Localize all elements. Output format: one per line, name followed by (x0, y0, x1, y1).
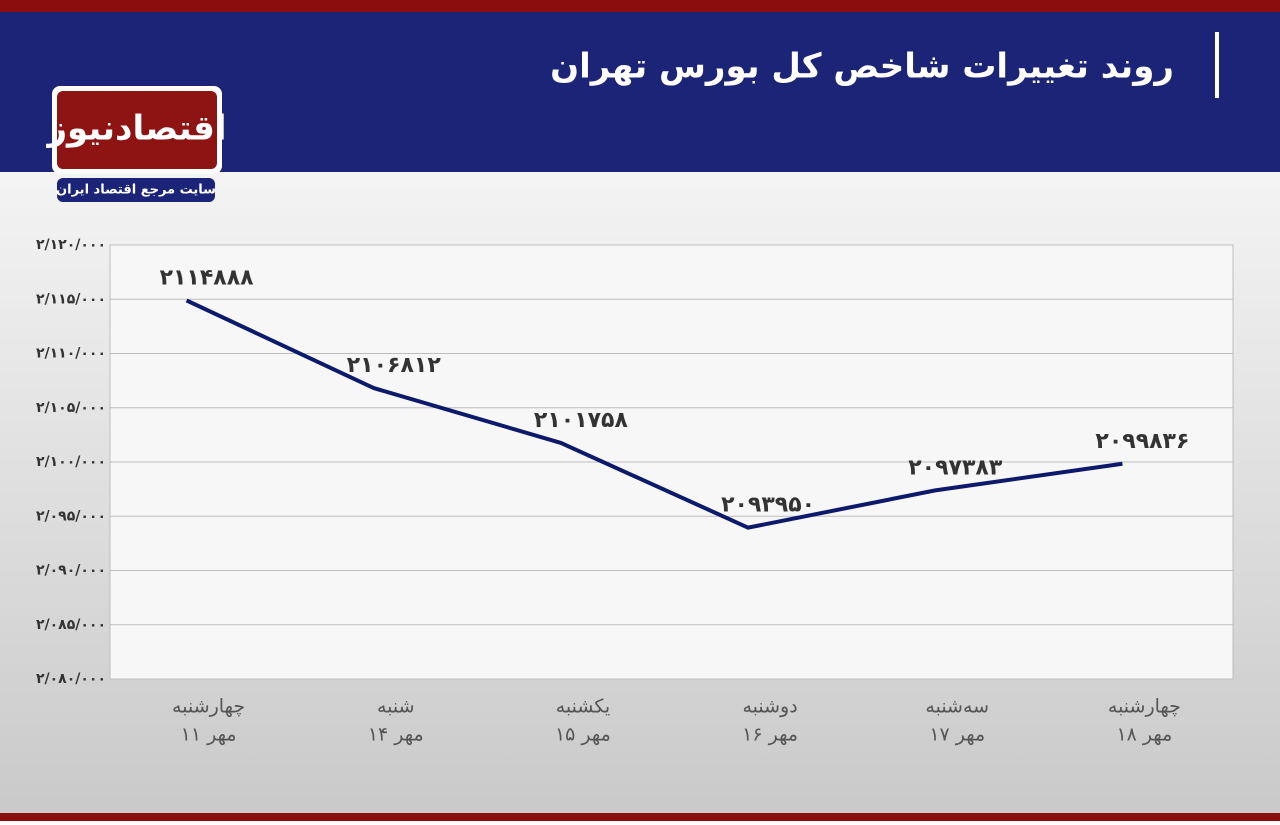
top-strip (0, 0, 1280, 12)
x-tick-label: ۱۴ مهر (368, 724, 424, 746)
data-label: ۲۱۰۶۸۱۲ (347, 353, 442, 378)
data-label: ۲۱۱۴۸۸۸ (160, 265, 255, 290)
data-label: ۲۰۹۹۸۳۶ (1095, 429, 1189, 454)
chart-title: روند تغییرات شاخص کل بورس تهران (550, 47, 1174, 87)
x-tick-label: چهارشنبه (172, 696, 245, 718)
logo-box (57, 91, 217, 169)
data-label: ۲۰۹۳۹۵۰ (721, 493, 815, 518)
logo-name: اقتصادنیوز (45, 109, 226, 149)
bottom-strip (0, 813, 1280, 821)
x-tick-label: شنبه (377, 696, 415, 718)
y-tick-label: ۲/۱۰۰/۰۰۰ (36, 454, 106, 470)
data-label: ۲۰۹۷۳۸۳ (908, 455, 1003, 480)
x-tick-label: ۱۶ مهر (742, 724, 798, 746)
x-tick-label: دوشنبه (742, 696, 797, 718)
x-tick-label: ۱۷ مهر (929, 724, 985, 746)
y-tick-label: ۲/۱۱۰/۰۰۰ (36, 346, 106, 362)
y-tick-label: ۲/۰۹۵/۰۰۰ (36, 508, 106, 524)
x-tick-label: ۱۸ مهر (1116, 724, 1172, 746)
y-tick-label: ۲/۱۰۵/۰۰۰ (36, 400, 106, 416)
x-tick-label: ۱۱ مهر (181, 724, 237, 746)
y-tick-label: ۲/۱۱۵/۰۰۰ (36, 291, 106, 307)
x-tick-label: چهارشنبه (1108, 696, 1181, 718)
y-tick-label: ۲/۰۸۵/۰۰۰ (36, 617, 106, 633)
logo-tagline: سایت مرجع اقتصاد ایران (56, 183, 216, 198)
x-tick-label: یکشنبه (556, 696, 610, 718)
data-label: ۲۱۰۱۷۵۸ (534, 408, 629, 433)
title-bar (1215, 32, 1219, 98)
x-tick-label: سه‌شنبه (925, 696, 989, 718)
line (185, 298, 1123, 530)
x-tick-label: ۱۵ مهر (555, 724, 611, 746)
logo-tagline-box (57, 178, 215, 202)
y-tick-label: ۲/۱۲۰/۰۰۰ (36, 237, 106, 253)
y-tick-label: ۲/۰۸۰/۰۰۰ (36, 671, 106, 687)
y-tick-label: ۲/۰۹۰/۰۰۰ (36, 563, 106, 579)
